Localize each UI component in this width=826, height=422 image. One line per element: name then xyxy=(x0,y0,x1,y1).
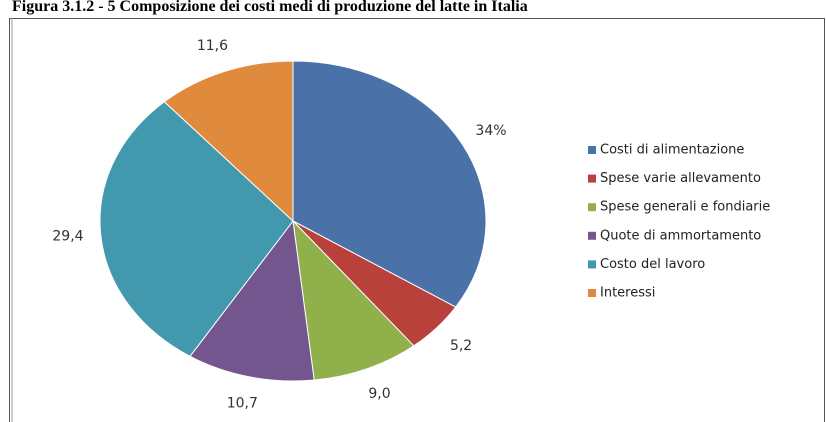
data-label: 29,4 xyxy=(52,229,83,245)
pie-slice xyxy=(99,101,294,357)
data-label: 10,7 xyxy=(227,395,258,411)
legend-label: Quote di ammortamento xyxy=(600,228,761,243)
legend-swatch xyxy=(588,203,596,212)
data-label: 11,6 xyxy=(197,38,228,54)
legend-label: Spese generali e fondiarie xyxy=(600,200,770,215)
chart-frame xyxy=(9,18,825,422)
legend-label: Costi di alimentazione xyxy=(600,143,744,158)
legend-swatch xyxy=(588,260,596,269)
legend-swatch xyxy=(588,174,596,183)
pie-slice xyxy=(292,219,415,381)
legend-label: Interessi xyxy=(600,286,655,301)
data-label: 9,0 xyxy=(368,386,390,402)
data-label: 5,2 xyxy=(450,338,472,354)
legend-swatch xyxy=(588,146,596,154)
legend-label: Spese varie allevamento xyxy=(600,171,761,186)
legend-swatch xyxy=(588,231,596,240)
legend-label: Costo del lavoro xyxy=(600,257,705,272)
chart-title: Figura 3.1.2 - 5 Composizione dei costi … xyxy=(12,0,528,15)
pie-slice xyxy=(163,60,294,223)
pie-slice xyxy=(292,60,487,308)
data-label: 34% xyxy=(475,123,506,139)
pie-slice xyxy=(189,219,315,382)
legend-swatch xyxy=(588,289,596,297)
